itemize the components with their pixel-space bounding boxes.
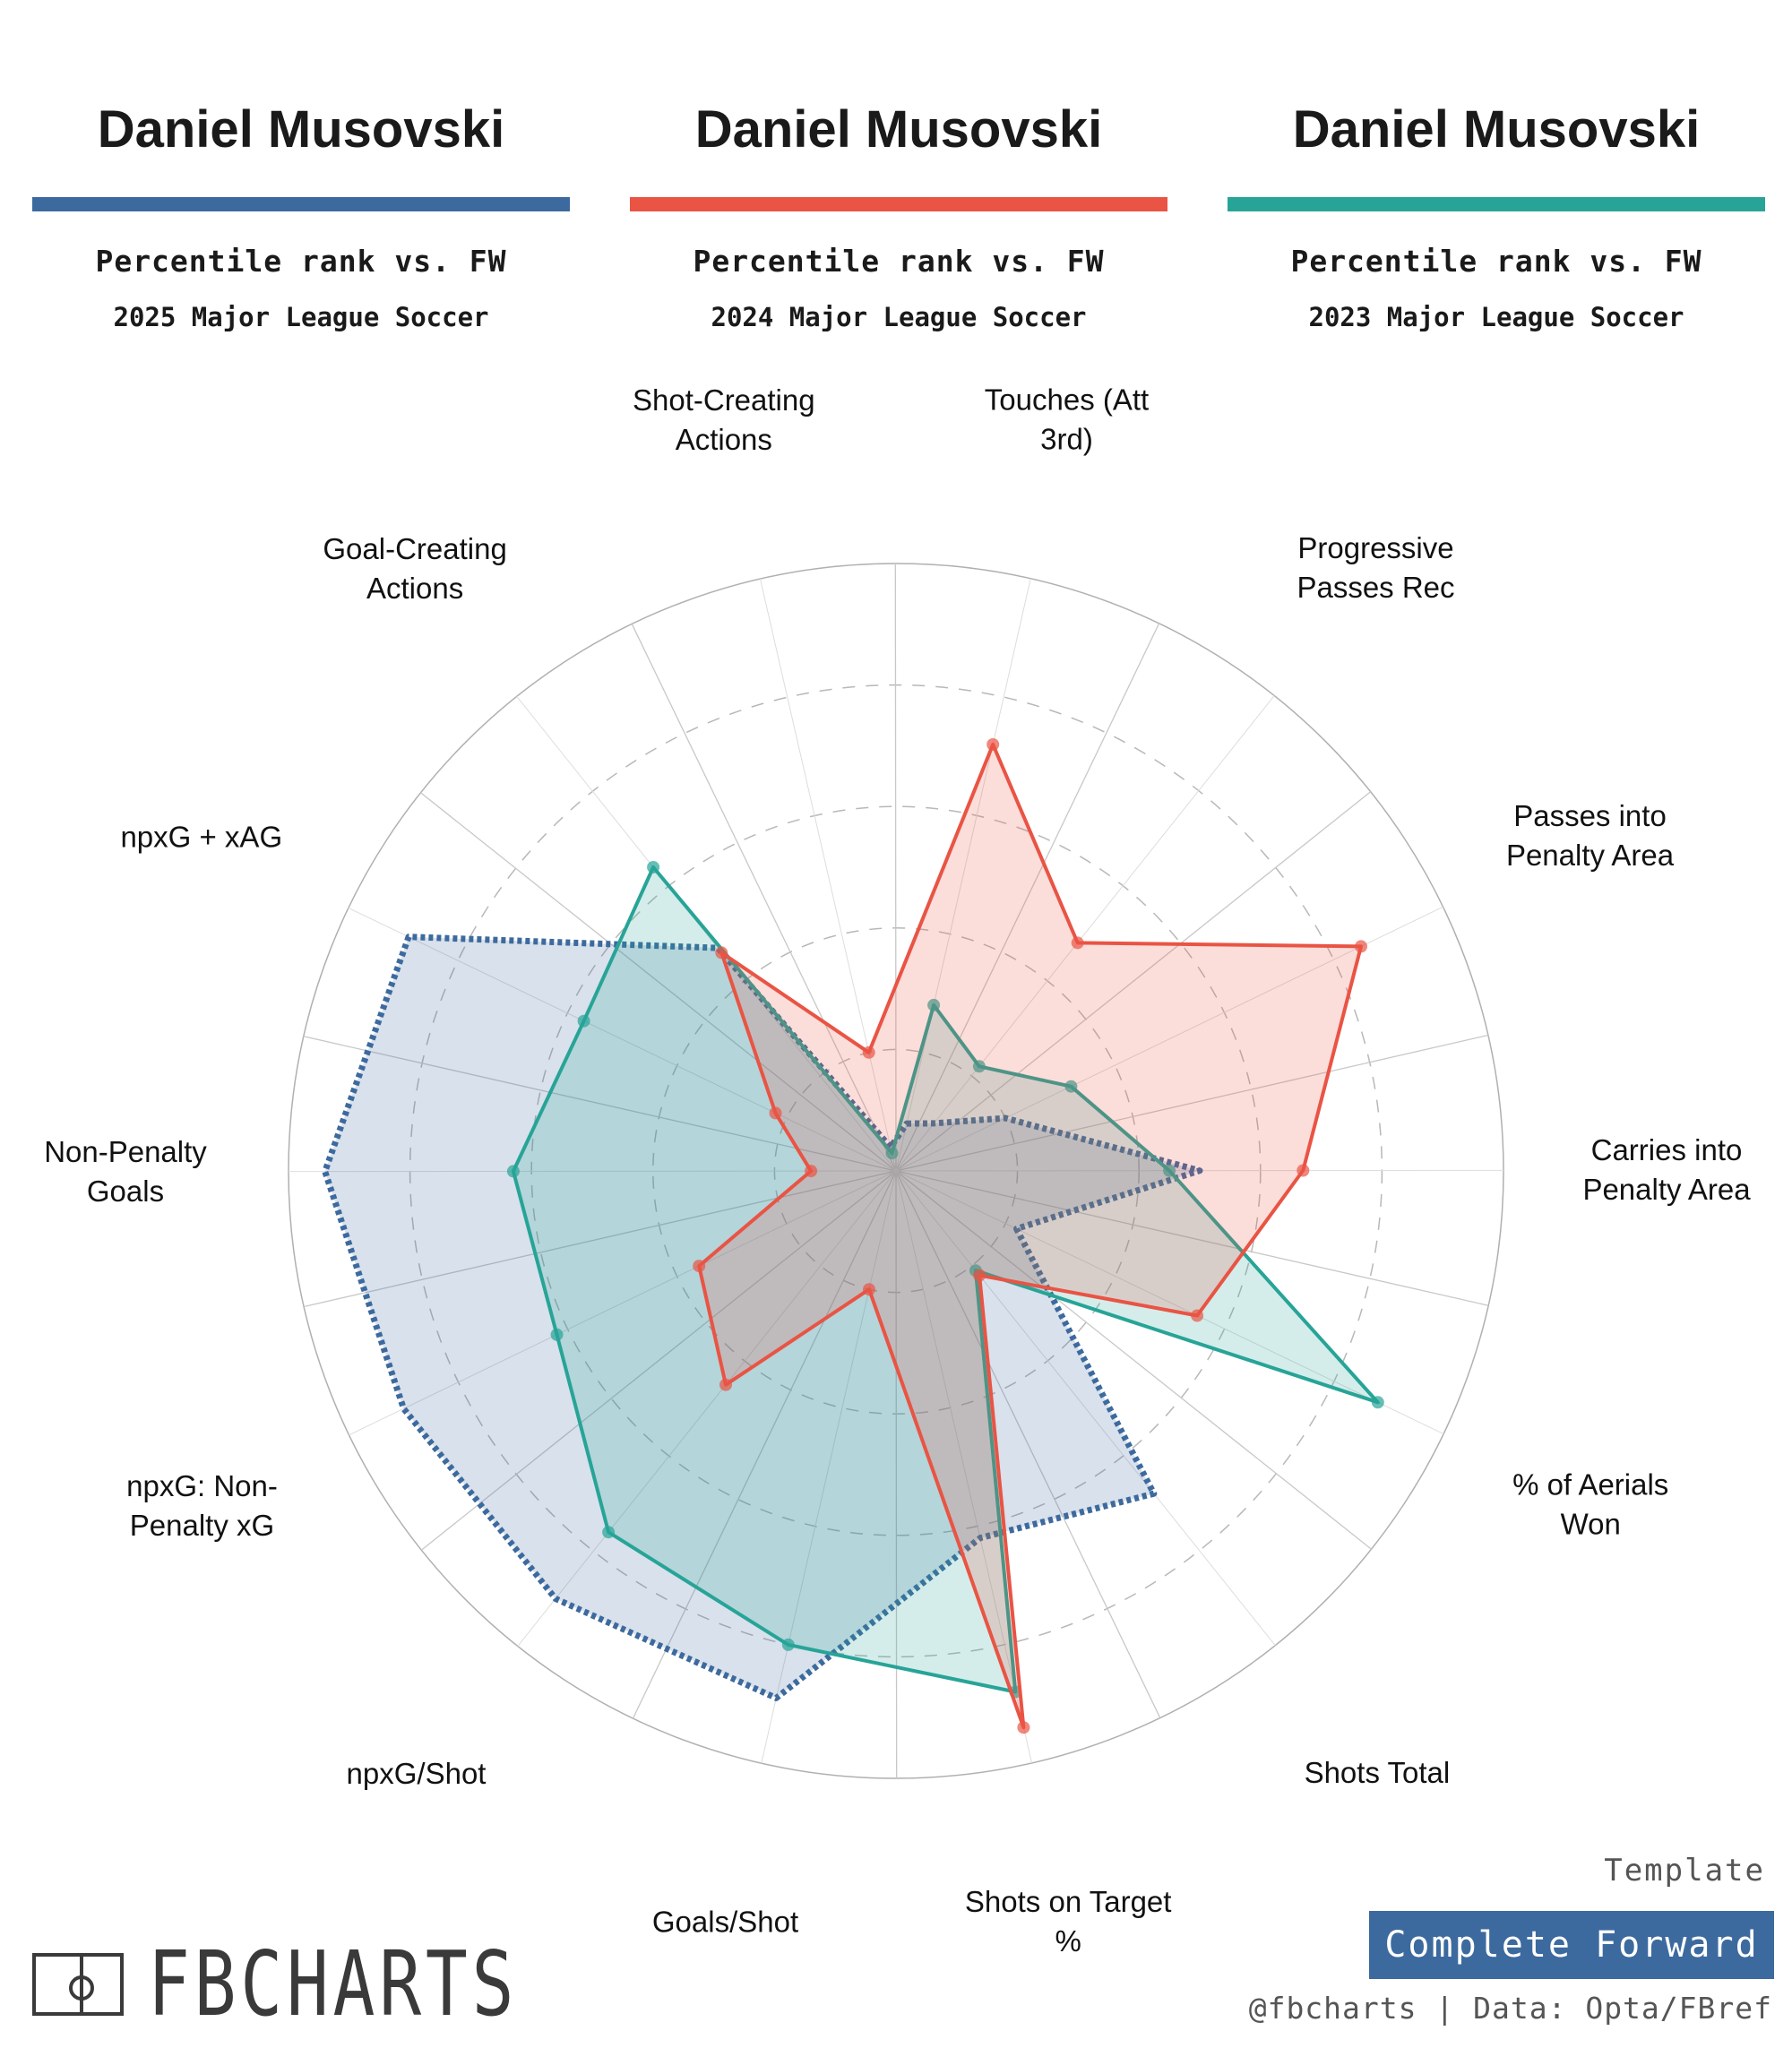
axis-label: Goals/Shot [652, 1906, 798, 1939]
axis-line [516, 696, 897, 1172]
axis-line [895, 1170, 1033, 1763]
data-point-2023-11 [577, 1014, 590, 1028]
data-point-2024-8 [719, 1378, 732, 1391]
data-point-2023-0 [927, 998, 941, 1011]
season-color-bar [32, 197, 570, 211]
grid-spoke [895, 1170, 1489, 1306]
grid-spoke [895, 1034, 1488, 1172]
grid-spoke [895, 1170, 1372, 1550]
grid-spoke [894, 563, 897, 1172]
grid-spoke [631, 624, 897, 1172]
axis-label: Shot-Creating Actions [633, 383, 815, 456]
axis-label: Passes into Penalty Area [1506, 799, 1675, 872]
season-color-bar [1228, 197, 1765, 211]
data-point-2024-11 [769, 1106, 782, 1120]
player-name: Daniel Musovski [694, 100, 1103, 159]
axis-line [895, 695, 1275, 1172]
axis-label: Touches (Att 3rd) [985, 383, 1149, 455]
template-label: Template [1604, 1853, 1765, 1889]
grid-spoke [420, 1170, 897, 1551]
axis-label: Shots on Target% [965, 1885, 1172, 1958]
grid-spoke [420, 792, 897, 1172]
grid-spoke [895, 1170, 898, 1779]
series-line-2025 [322, 934, 1203, 1701]
grid-spoke [895, 623, 1160, 1172]
data-point-2024-2 [1355, 940, 1367, 953]
axis-line [288, 1170, 897, 1173]
axis-label: npxG: Non-Penalty xG [126, 1469, 278, 1542]
subtitle: Percentile rank vs. FW [693, 244, 1105, 279]
grid-spoke [632, 1170, 897, 1719]
series-area-2024 [699, 744, 1361, 1728]
data-point-2023-8 [602, 1526, 616, 1539]
data-point-2023-12 [647, 861, 660, 873]
series-area-2025 [324, 936, 1200, 1699]
axis-label: Non-Penalty Goals [44, 1135, 207, 1208]
subtitle: Percentile rank vs. FW [95, 244, 507, 279]
axis-label: Carries into Penalty Area [1582, 1133, 1751, 1206]
grid-spoke [895, 791, 1372, 1172]
data-point-2024-5 [973, 1269, 986, 1282]
fbcharts-logo: FBCHARTS [148, 1932, 519, 2036]
data-point-2024-3 [1297, 1164, 1310, 1177]
axis-label: npxG/Shot [347, 1757, 487, 1790]
axis-line [761, 1170, 897, 1764]
data-point-2023-1 [972, 1060, 986, 1073]
data-point-2023-2 [1064, 1080, 1078, 1093]
template-name-badge: Complete Forward [1369, 1911, 1774, 1979]
data-point-2024-4 [1191, 1309, 1204, 1322]
grid-spoke [895, 1170, 1161, 1718]
header-2023: Daniel Musovski Percentile rank vs. FW 2… [1228, 90, 1765, 332]
axis-line [348, 907, 897, 1172]
axis-label: Shots Total [1305, 1756, 1451, 1789]
axis-line [349, 1170, 897, 1436]
grid-spoke [304, 1170, 897, 1308]
data-point-2024-13 [862, 1046, 875, 1059]
data-point-2024-0 [986, 738, 1000, 751]
axis-line [895, 1170, 1444, 1435]
axis-line [895, 578, 1031, 1172]
data-point-2023-9 [550, 1328, 564, 1341]
data-credit: @fbcharts | Data: Opta/FBref [1248, 1991, 1772, 2026]
axis-line [895, 1170, 1276, 1646]
data-point-2023-13 [885, 1147, 899, 1160]
axis-label: Progressive Passes Rec [1297, 531, 1454, 604]
data-point-2024-10 [805, 1165, 818, 1178]
data-point-2024-12 [715, 946, 728, 959]
season-color-bar [630, 197, 1167, 211]
data-point-2023-7 [781, 1638, 795, 1651]
player-name: Daniel Musovski [97, 100, 505, 159]
axis-line [895, 906, 1443, 1172]
data-point-2023-10 [506, 1165, 520, 1178]
outer-ring [288, 563, 1504, 1779]
data-point-2023-3 [1163, 1164, 1176, 1177]
axis-label: Goal-Creating Actions [323, 532, 506, 605]
header-2024: Daniel Musovski Percentile rank vs. FW 2… [630, 90, 1167, 332]
data-point-2024-7 [863, 1283, 875, 1296]
data-point-2024-9 [693, 1260, 706, 1273]
axis-label: % of Aerials Won [1512, 1467, 1668, 1540]
data-point-2023-4 [1371, 1396, 1384, 1409]
data-point-2024-1 [1071, 936, 1084, 950]
data-point-2024-6 [1017, 1721, 1030, 1734]
axis-line [759, 579, 897, 1172]
subtitle: Percentile rank vs. FW [1290, 244, 1702, 279]
pitch-logo-icon [32, 1953, 124, 2016]
axis-line [517, 1170, 897, 1647]
series-area-2023 [513, 867, 1378, 1692]
player-name: Daniel Musovski [1292, 100, 1701, 159]
league-season: 2025 Major League Soccer [113, 302, 489, 332]
header-2025: Daniel Musovski Percentile rank vs. FW 2… [32, 90, 570, 332]
axis-label: npxG + xAG [120, 821, 282, 854]
league-season: 2023 Major League Soccer [1308, 302, 1684, 332]
league-season: 2024 Major League Soccer [711, 302, 1087, 332]
